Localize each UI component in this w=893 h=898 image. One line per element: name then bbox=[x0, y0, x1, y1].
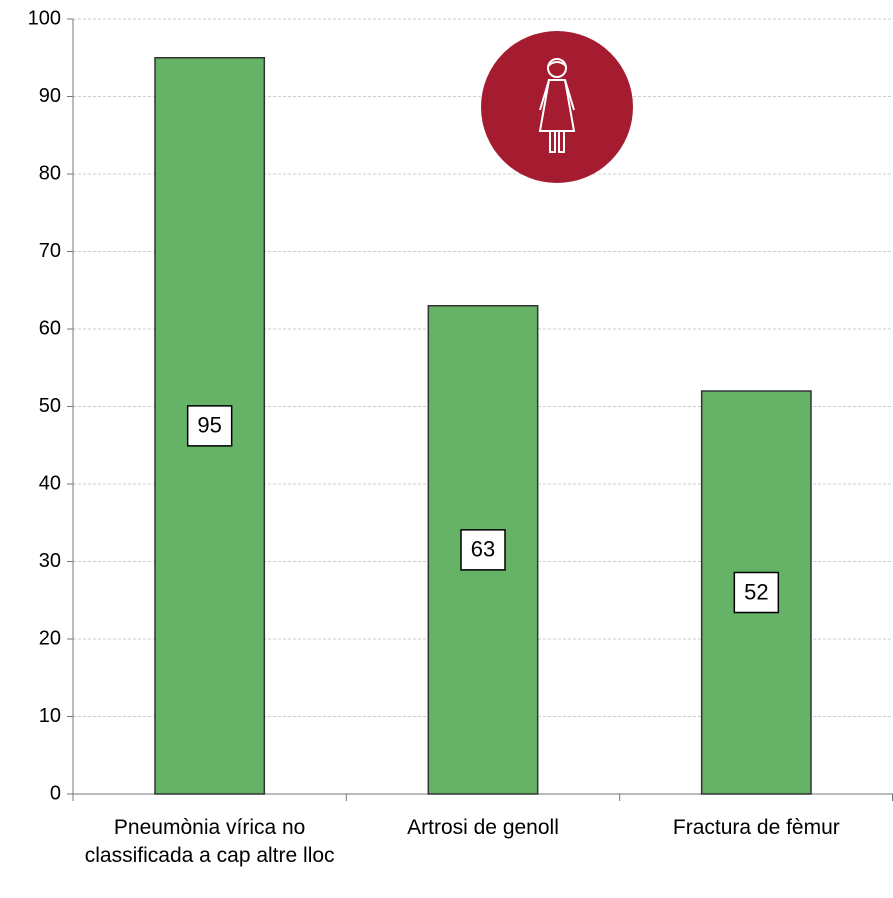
value-label-box bbox=[733, 571, 780, 614]
value-label: 52 bbox=[744, 579, 768, 604]
x-tick-label: Pneumònia vírica no classificada a cap a… bbox=[84, 816, 335, 867]
y-tick-label: 50 bbox=[39, 395, 61, 417]
y-tick-label: 20 bbox=[39, 627, 61, 649]
y-tick-label: 90 bbox=[39, 85, 61, 107]
value-label-box bbox=[186, 405, 233, 447]
y-tick-label: 0 bbox=[50, 782, 61, 804]
y-tick-label: 60 bbox=[39, 317, 61, 339]
y-tick-label: 70 bbox=[39, 240, 61, 262]
x-tick-label: Artrosi de genoll bbox=[407, 816, 559, 839]
icon bbox=[481, 31, 633, 183]
y-tick-label: 30 bbox=[39, 550, 61, 572]
y-tick-label: 40 bbox=[39, 472, 61, 494]
value-label: 63 bbox=[471, 537, 495, 562]
value-label: 95 bbox=[197, 413, 221, 438]
value-label-box bbox=[460, 529, 506, 571]
x-tick-label: Fractura de fèmur bbox=[672, 816, 840, 839]
y-tick-label: 10 bbox=[39, 705, 61, 727]
y-tick-label: 80 bbox=[39, 162, 61, 184]
y-tick-label: 100 bbox=[28, 7, 61, 29]
